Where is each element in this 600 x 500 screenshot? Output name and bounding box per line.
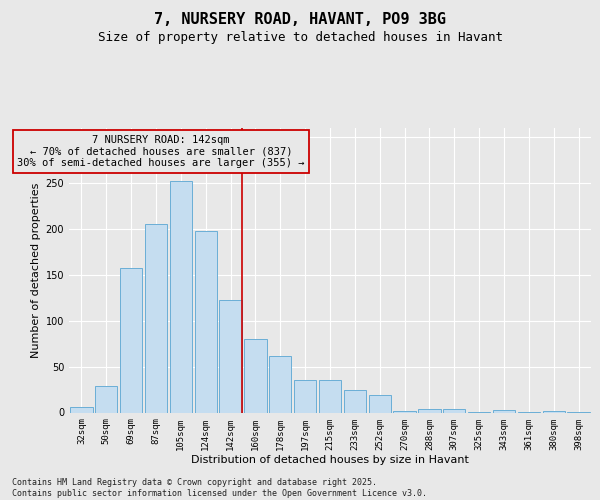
Text: Contains HM Land Registry data © Crown copyright and database right 2025.
Contai: Contains HM Land Registry data © Crown c… xyxy=(12,478,427,498)
Bar xyxy=(269,356,292,412)
Text: Size of property relative to detached houses in Havant: Size of property relative to detached ho… xyxy=(97,31,503,44)
Bar xyxy=(319,380,341,412)
Bar xyxy=(368,395,391,412)
Bar xyxy=(542,410,565,412)
Text: 7, NURSERY ROAD, HAVANT, PO9 3BG: 7, NURSERY ROAD, HAVANT, PO9 3BG xyxy=(154,12,446,28)
Bar xyxy=(95,386,118,412)
Bar xyxy=(493,410,515,412)
Bar xyxy=(220,300,242,412)
X-axis label: Distribution of detached houses by size in Havant: Distribution of detached houses by size … xyxy=(191,455,469,465)
Text: 7 NURSERY ROAD: 142sqm
← 70% of detached houses are smaller (837)
30% of semi-de: 7 NURSERY ROAD: 142sqm ← 70% of detached… xyxy=(17,135,305,168)
Bar xyxy=(394,410,416,412)
Bar xyxy=(294,380,316,412)
Bar xyxy=(194,232,217,412)
Bar xyxy=(443,409,466,412)
Y-axis label: Number of detached properties: Number of detached properties xyxy=(31,182,41,358)
Bar xyxy=(244,339,266,412)
Bar xyxy=(344,390,366,412)
Bar xyxy=(418,409,440,412)
Bar xyxy=(120,268,142,412)
Bar xyxy=(70,407,92,412)
Bar xyxy=(145,224,167,412)
Bar xyxy=(170,181,192,412)
